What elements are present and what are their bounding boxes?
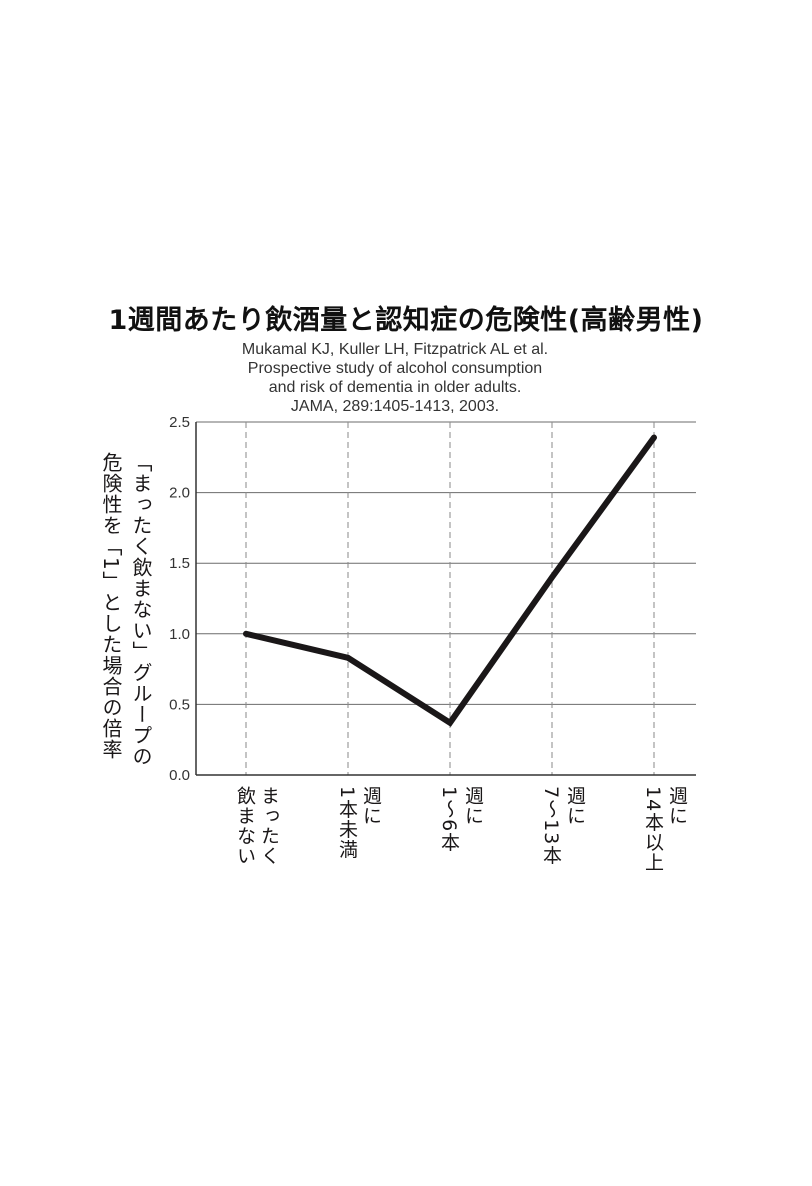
x-category-label: 週に 1本未満: [313, 786, 383, 886]
series-line-group: [243, 434, 657, 727]
y-axis-label: 「まったく飲まない」グループの 危険性を「1」とした場合の倍率: [92, 452, 156, 812]
axes: [195, 422, 696, 776]
y-tick-label: 1.5: [169, 555, 190, 572]
x-category-line: 1本未満: [336, 786, 358, 860]
x-category-line: 14本以上: [642, 786, 664, 873]
y-axis-label-line: 危険性を「1」とした場合の倍率: [99, 452, 123, 760]
citation-line: Mukamal KJ, Kuller LH, Fitzpatrick AL et…: [241, 341, 549, 358]
y-tick-label: 2.5: [169, 414, 190, 431]
x-category-label: 週に 7〜13本: [517, 786, 587, 886]
citation-line: Prospective study of alcohol consumption: [247, 360, 543, 377]
citation-line: JAMA, 289:1405-1413, 2003.: [290, 398, 500, 415]
x-category-line: まったく: [258, 786, 280, 866]
series-line: [243, 434, 657, 727]
chart-title: 1週間あたり飲酒量と認知症の危険性(高齢男性): [108, 305, 704, 336]
x-category-line: 飲まない: [234, 786, 256, 866]
y-tick-label: 2.0: [169, 485, 190, 502]
y-tick-label: 0.5: [169, 696, 190, 713]
x-category-line: 週に: [666, 786, 688, 826]
x-category-line: 7〜13本: [540, 786, 562, 866]
x-category-label: 週に 1〜6本: [415, 786, 485, 886]
x-category-line: 週に: [462, 786, 484, 826]
x-category-label: まったく 飲まない: [211, 786, 281, 886]
citation: Mukamal KJ, Kuller LH, Fitzpatrick AL et…: [180, 340, 610, 416]
x-category-line: 週に: [564, 786, 586, 826]
grid: [196, 421, 696, 775]
y-tick-labels: 0.0 0.5 1.0 1.5 2.0 2.5: [169, 414, 190, 784]
y-axis-label-line: 「まったく飲まない」グループの: [129, 452, 153, 767]
y-tick-label: 0.0: [169, 767, 190, 784]
citation-line: and risk of dementia in older adults.: [268, 379, 522, 396]
y-tick-label: 1.0: [169, 626, 190, 643]
x-category-label: 週に 14本以上: [619, 786, 689, 886]
x-category-line: 週に: [360, 786, 382, 826]
x-category-line: 1〜6本: [438, 786, 460, 853]
